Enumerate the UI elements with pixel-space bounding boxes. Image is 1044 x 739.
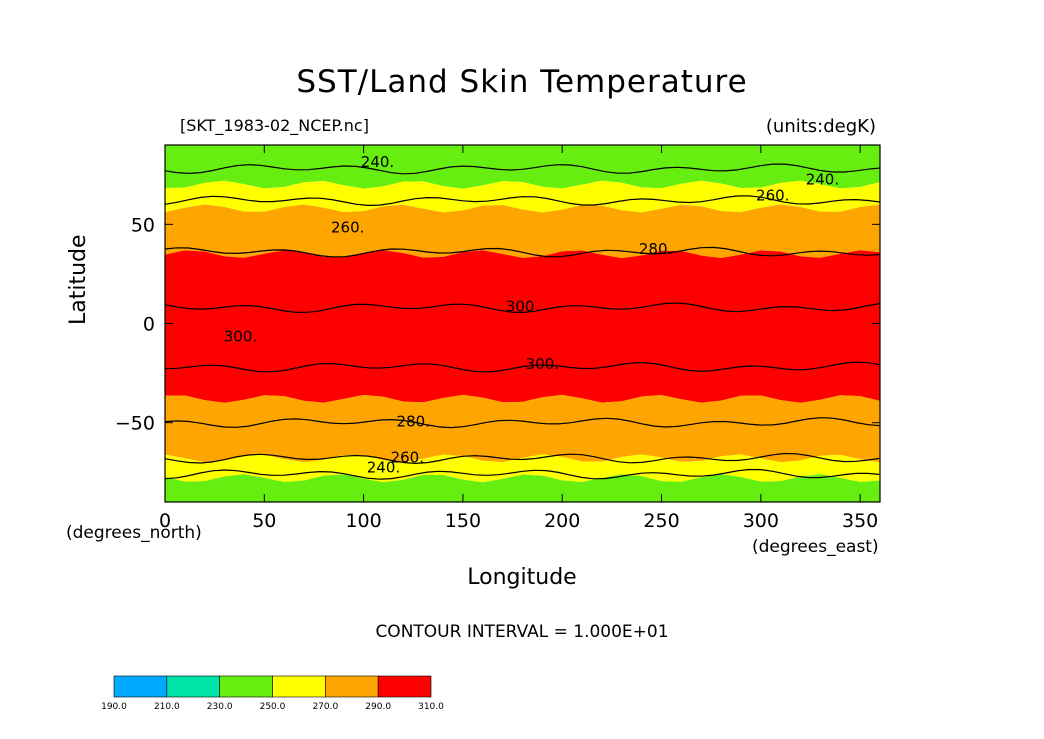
temperature-band-230-250 xyxy=(165,145,880,189)
x-tick-label: 350 xyxy=(842,510,878,532)
contour-line xyxy=(164,361,881,373)
y-tick-label: 0 xyxy=(143,314,155,336)
contour-label: 260. xyxy=(331,218,364,236)
x-tick-label: 100 xyxy=(345,510,381,532)
colorbar-tick-label: 210.0 xyxy=(154,702,180,712)
colorbar-swatch xyxy=(219,675,273,698)
colorbar-tick-label: 230.0 xyxy=(207,702,233,712)
x-tick-label: 300 xyxy=(743,510,779,532)
x-tick-label: 150 xyxy=(445,510,481,532)
contour-line xyxy=(164,195,881,207)
contour-label: 240. xyxy=(806,171,839,189)
contour-interval-label: CONTOUR INTERVAL = 1.000E+01 xyxy=(375,622,669,642)
chart-title: SST/Land Skin Temperature xyxy=(296,64,748,100)
temperature-band-270-290 xyxy=(165,204,880,259)
contour-label: 260. xyxy=(756,187,789,205)
contour-label: 240. xyxy=(367,458,400,476)
x-axis-unit-label: (degrees_east) xyxy=(752,537,879,557)
contour-label: 300. xyxy=(506,298,539,316)
file-label: [SKT_1983-02_NCEP.nc] xyxy=(180,116,369,135)
colorbar-tick-label: 270.0 xyxy=(312,702,338,712)
temperature-band-270-290 xyxy=(165,394,880,463)
x-tick-label: 250 xyxy=(643,510,679,532)
y-tick-label: 50 xyxy=(131,214,155,236)
colorbar-tick-label: 190.0 xyxy=(101,702,127,712)
contour-label: 300. xyxy=(224,327,257,345)
contour-label: 240. xyxy=(361,153,394,171)
temperature-band-290-310 xyxy=(165,250,880,403)
contour-label: 300. xyxy=(526,355,559,373)
colorbar-swatch xyxy=(272,675,326,698)
contour-line xyxy=(164,452,881,465)
contour-label: 260. xyxy=(391,448,424,466)
temperature-band-250-270 xyxy=(165,454,880,483)
x-tick-label: 200 xyxy=(544,510,580,532)
contour-label: 280. xyxy=(639,240,672,258)
contour-line xyxy=(164,302,881,314)
x-tick-label: 50 xyxy=(252,510,276,532)
colorbar-swatch xyxy=(377,675,432,698)
x-axis-label: Longitude xyxy=(467,565,577,590)
colorbar-tick-label: 310.0 xyxy=(418,702,444,712)
contour-line xyxy=(164,163,881,175)
contour-label: 280. xyxy=(397,413,430,431)
colorbar-swatch xyxy=(113,675,168,698)
colorbar-tick-label: 250.0 xyxy=(260,702,286,712)
colorbar-swatch xyxy=(166,675,220,698)
x-tick-label: 0 xyxy=(159,510,171,532)
contour-line xyxy=(164,468,881,480)
y-axis-unit-label: (degrees_north) xyxy=(66,523,202,543)
temperature-band-230-250 xyxy=(165,474,880,502)
contour-line xyxy=(164,417,881,429)
colorbar-swatch xyxy=(325,675,379,698)
y-tick-label: −50 xyxy=(115,413,155,435)
contour-line xyxy=(164,246,881,258)
colorbar-tick-label: 290.0 xyxy=(365,702,391,712)
units-label: (units:degK) xyxy=(765,116,876,137)
